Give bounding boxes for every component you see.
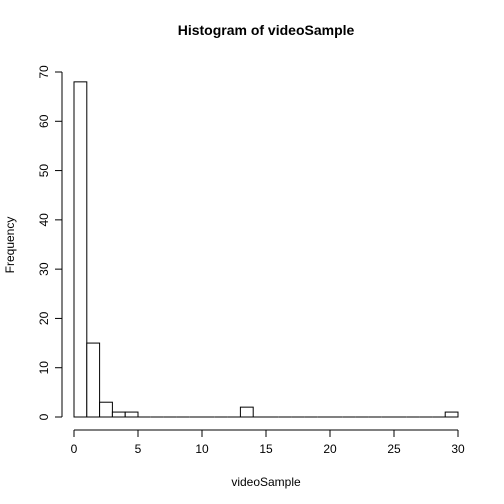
y-tick-label: 30 <box>37 262 51 276</box>
y-tick-label: 10 <box>37 361 51 375</box>
x-axis: 0 5 10 15 20 25 30 <box>71 429 465 456</box>
y-tick-label: 20 <box>37 311 51 325</box>
histogram-bar <box>124 411 139 418</box>
x-tick-label: 15 <box>259 442 273 456</box>
x-axis-label: videoSample <box>231 475 301 489</box>
chart-title: Histogram of videoSample <box>178 22 355 38</box>
y-tick-label: 40 <box>37 213 51 227</box>
histogram-bars <box>73 81 459 418</box>
y-axis: 0 10 20 30 40 50 60 70 <box>37 65 63 420</box>
x-tick-label: 25 <box>387 442 401 456</box>
x-tick-label: 20 <box>323 442 337 456</box>
x-tick-label: 30 <box>451 442 465 456</box>
y-tick-label: 50 <box>37 164 51 178</box>
x-tick-label: 5 <box>135 442 142 456</box>
histogram-bar <box>86 342 101 418</box>
y-tick-label: 0 <box>37 413 51 420</box>
histogram-bar <box>111 411 126 418</box>
y-tick-label: 70 <box>37 65 51 79</box>
x-tick-label: 0 <box>71 442 78 456</box>
histogram-bar <box>73 81 88 418</box>
histogram-bar <box>444 411 459 418</box>
x-tick-label: 10 <box>195 442 209 456</box>
y-axis-label: Frequency <box>3 217 17 274</box>
histogram-bar <box>99 401 113 418</box>
y-tick-label: 60 <box>37 114 51 128</box>
histogram-bar <box>239 406 254 418</box>
